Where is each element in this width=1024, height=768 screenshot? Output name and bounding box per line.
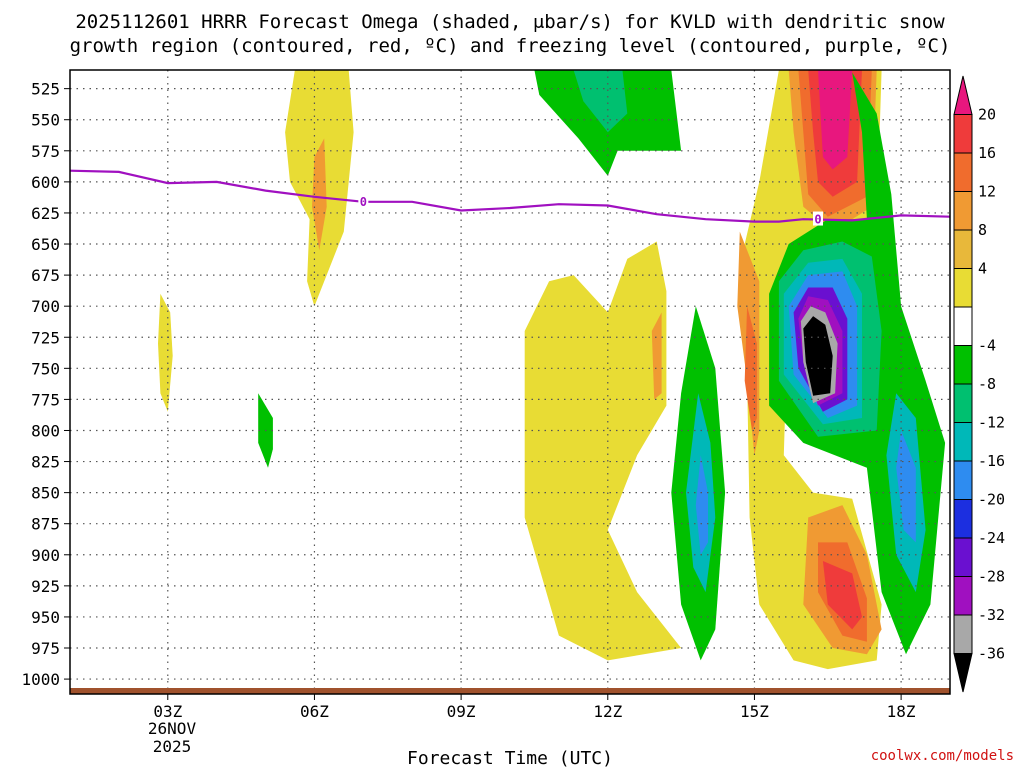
y-tick-label-575: 575 — [31, 142, 60, 161]
plot-frame — [69, 69, 951, 695]
x-tick-label-15Z: 15Z — [740, 702, 769, 721]
y-tick-label-925: 925 — [31, 577, 60, 596]
time-axis: 03Z 06Z 09Z 12Z 15Z 18Z — [153, 694, 916, 721]
colorbar-swatch — [953, 537, 973, 577]
y-tick-label-800: 800 — [31, 421, 60, 440]
freezing-label-bg — [813, 211, 823, 226]
y-tick-label-650: 650 — [31, 235, 60, 254]
freezing-level-contour: 00 — [70, 169, 950, 227]
y-tick-label-1000: 1000 — [21, 670, 60, 689]
colorbar-label--20: -20 — [978, 491, 1005, 509]
y-tick-label-850: 850 — [31, 484, 60, 503]
colorbar-label-4: 4 — [978, 260, 987, 278]
y-tick-label-950: 950 — [31, 608, 60, 627]
freezing-label-bg — [358, 193, 369, 208]
y-tick-label-625: 625 — [31, 204, 60, 223]
omega-region-rising-16z-low-c — [822, 561, 862, 630]
x-tick-label-06Z: 06Z — [300, 702, 329, 721]
colorbar-swatch — [953, 268, 973, 308]
colorbar-label--4: -4 — [978, 337, 996, 355]
y-tick-label-600: 600 — [31, 173, 60, 192]
terrain-strip — [70, 688, 950, 694]
credit-text: coolwx.com/models — [871, 748, 1014, 764]
y-tick-label-525: 525 — [31, 80, 60, 99]
freezing-level-label: 0 — [360, 195, 367, 209]
omega-region-rising-13z-core — [651, 312, 662, 400]
x-tick-label-18Z: 18Z — [887, 702, 916, 721]
colorbar-swatch — [953, 345, 973, 385]
colorbar-label--24: -24 — [978, 529, 1005, 547]
chart-title-line-2: growth region (contoured, red, ºC) and f… — [70, 35, 951, 57]
colorbar-swatch — [953, 383, 973, 423]
grid-lines — [70, 70, 950, 694]
colorbar-label--8: -8 — [978, 375, 996, 393]
x-date-line-2: 2025 — [153, 737, 192, 756]
y-tick-label-725: 725 — [31, 328, 60, 347]
x-axis-label: Forecast Time (UTC) — [407, 748, 613, 768]
colorbar-swatch — [953, 114, 973, 154]
omega-region-rising-06z-core — [312, 138, 327, 251]
colorbar-label--36: -36 — [978, 645, 1005, 663]
colorbar-label--28: -28 — [978, 568, 1005, 586]
colorbar-swatch — [953, 229, 973, 269]
omega-region-rising-15z-core-d — [818, 70, 853, 170]
x-tick-label-12Z: 12Z — [593, 702, 622, 721]
x-tick-label-09Z: 09Z — [447, 702, 476, 721]
colorbar-label-8: 8 — [978, 221, 987, 239]
omega-region-sinking-14z-c — [695, 455, 708, 555]
colorbar-swatch — [953, 152, 973, 192]
omega-region-rising-03z — [158, 293, 173, 412]
omega-region-rising-10z-13z — [524, 241, 682, 661]
omega-region-sinking-11z-13z-core — [573, 70, 628, 133]
y-tick-label-700: 700 — [31, 297, 60, 316]
colorbar-label--16: -16 — [978, 452, 1005, 470]
colorbar-label-16: 16 — [978, 144, 996, 162]
colorbar-swatch — [953, 614, 973, 654]
freezing-level-line — [70, 169, 950, 223]
colorbar-swatch — [953, 191, 973, 231]
colorbar-label-12: 12 — [978, 183, 996, 201]
omega-region-sinking-17z-h — [803, 316, 833, 396]
omega-shading — [158, 70, 946, 670]
y-tick-label-675: 675 — [31, 266, 60, 285]
chart-title-line-1: 2025112601 HRRR Forecast Omega (shaded, … — [75, 11, 945, 33]
colorbar-label--12: -12 — [978, 414, 1005, 432]
colorbar-swatch — [953, 499, 973, 539]
x-tick-label-03Z: 03Z — [153, 702, 182, 721]
freezing-level-label: 0 — [814, 213, 821, 227]
colorbar-swatch — [953, 422, 973, 462]
colorbar-label-20: 20 — [978, 106, 996, 124]
y-tick-label-875: 875 — [31, 515, 60, 534]
colorbar-swatch — [953, 576, 973, 616]
colorbar-swatch — [953, 306, 973, 346]
pressure-axis: 525 550 575 600 625 650 675 700 725 750 775 800 825 8… — [21, 80, 70, 689]
y-tick-label-900: 900 — [31, 546, 60, 565]
colorbar-bottom-arrow — [953, 653, 973, 693]
y-tick-label-825: 825 — [31, 453, 60, 472]
y-tick-label-550: 550 — [31, 111, 60, 130]
x-date-line-1: 26NOV — [148, 719, 197, 738]
colorbar-top-arrow — [953, 75, 973, 115]
y-tick-label-775: 775 — [31, 390, 60, 409]
y-tick-label-975: 975 — [31, 639, 60, 658]
y-tick-label-750: 750 — [31, 359, 60, 378]
omega-region-sinking-18z-c — [896, 430, 916, 543]
colorbar-label--32: -32 — [978, 606, 1005, 624]
colorbar: 20 16 12 8 4 -4 -8 -12 -16 -20 -24 -28 -32 -36 — [953, 75, 1005, 693]
colorbar-swatch — [953, 460, 973, 500]
